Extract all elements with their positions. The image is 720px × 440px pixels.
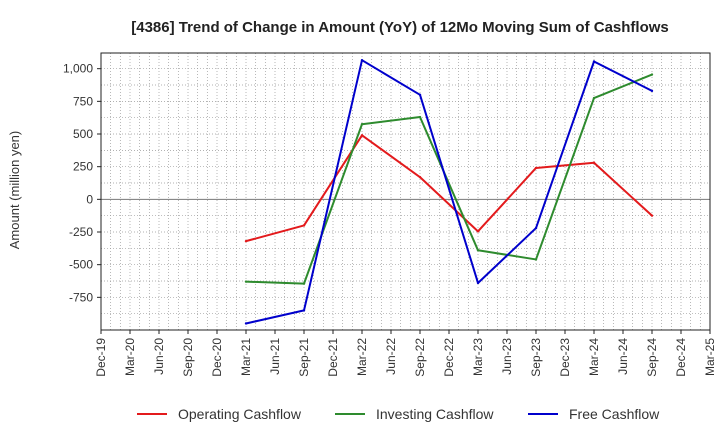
y-tick-label: 0 — [86, 192, 93, 206]
free-cashflow-point — [592, 60, 596, 63]
x-tick-label: Sep-22 — [413, 338, 427, 377]
x-tick-label: Mar-20 — [123, 338, 137, 376]
operating-cashflow-point — [302, 224, 306, 227]
operating-cashflow-point — [360, 134, 364, 137]
x-tick-label: Jun-22 — [384, 338, 398, 375]
legend: Operating Cashflow Investing Cashflow Free… — [137, 406, 660, 422]
y-tick-label: 750 — [73, 94, 93, 108]
investing-cashflow-point — [360, 123, 364, 126]
chart-title: [4386] Trend of Change in Amount (YoY) o… — [131, 19, 669, 36]
investing-cashflow-point — [592, 96, 596, 100]
x-tick-label: Jun-24 — [616, 338, 630, 375]
x-tick-label: Sep-24 — [645, 338, 659, 377]
investing-cashflow-line — [245, 73, 653, 285]
legend-label: Investing Cashflow — [376, 406, 494, 422]
y-tick-labels: 1,000 750 500 250 0 -250 -500 -750 — [63, 62, 101, 304]
free-cashflow-point — [418, 93, 422, 97]
y-tick-label: -750 — [69, 290, 93, 304]
x-tick-label: Mar-24 — [587, 338, 601, 376]
grid — [101, 53, 710, 331]
x-tick-label: Dec-23 — [558, 338, 572, 377]
operating-cashflow-point — [650, 214, 654, 217]
free-cashflow-point — [534, 226, 538, 230]
plot-frame — [100, 52, 711, 331]
free-cashflow-point — [244, 322, 248, 325]
x-tick-label: Mar-22 — [355, 338, 369, 376]
x-tick-label: Dec-20 — [210, 338, 224, 377]
series-lines — [244, 58, 654, 325]
x-tick-label: Sep-23 — [529, 338, 543, 377]
investing-cashflow-point — [650, 73, 654, 76]
operating-cashflow-point — [592, 161, 596, 164]
x-tick-label: Mar-21 — [239, 338, 253, 376]
x-tick-label: Jun-23 — [500, 338, 514, 375]
x-tick-label: Dec-24 — [674, 338, 688, 377]
investing-cashflow-point — [302, 282, 306, 285]
x-tick-label: Sep-20 — [181, 338, 195, 377]
legend-label: Free Cashflow — [569, 406, 660, 422]
investing-cashflow-point — [418, 115, 422, 119]
free-cashflow-point — [360, 58, 364, 62]
legend-label: Operating Cashflow — [178, 406, 302, 422]
free-cashflow-point — [476, 281, 480, 285]
investing-cashflow-point — [476, 249, 480, 252]
x-tick-label: Mar-23 — [471, 338, 485, 376]
y-tick-label: 250 — [73, 160, 93, 174]
investing-cashflow-point — [244, 280, 248, 283]
y-tick-label: 500 — [73, 127, 93, 141]
free-cashflow-point — [302, 309, 306, 312]
x-tick-label: Dec-19 — [94, 338, 108, 377]
x-tick-label: Mar-25 — [703, 338, 717, 376]
y-axis-label: Amount (million yen) — [7, 131, 22, 250]
x-tick-label: Dec-22 — [442, 338, 456, 377]
x-tick-label: Jun-21 — [268, 338, 282, 375]
free-cashflow-line — [245, 59, 653, 325]
y-tick-label: -250 — [69, 225, 93, 239]
operating-cashflow-point — [244, 239, 248, 243]
x-tick-label: Jun-20 — [152, 338, 166, 375]
operating-cashflow-point — [418, 175, 422, 179]
y-tick-label: 1,000 — [63, 62, 93, 76]
operating-cashflow-point — [534, 166, 538, 170]
x-tick-labels: Dec-19 Mar-20 Jun-20 Sep-20 Dec-20 Mar-21 Jun-… — [94, 330, 717, 377]
operating-cashflow-line — [245, 134, 653, 243]
x-tick-label: Sep-21 — [297, 338, 311, 377]
operating-cashflow-point — [476, 230, 480, 233]
x-tick-label: Dec-21 — [326, 338, 340, 377]
free-cashflow-point — [650, 89, 654, 93]
investing-cashflow-point — [534, 258, 538, 261]
y-tick-label: -500 — [69, 258, 93, 272]
